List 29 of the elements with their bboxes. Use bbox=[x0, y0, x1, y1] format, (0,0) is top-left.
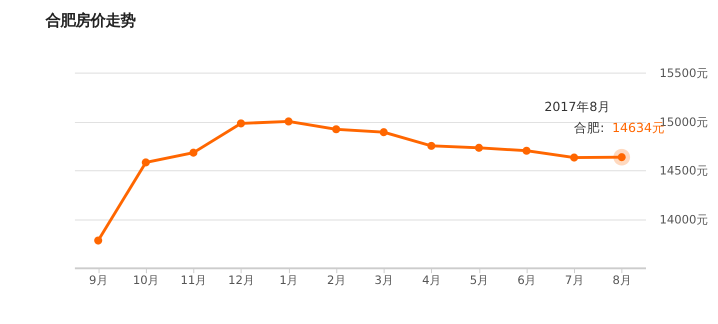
chart-title: 合肥房价走势 bbox=[44, 11, 136, 30]
x-tick-label: 9月 bbox=[89, 272, 108, 287]
annotation: 2017年8月 bbox=[544, 98, 610, 114]
x-tick-label: 7月 bbox=[564, 272, 584, 287]
point bbox=[332, 125, 340, 134]
x-tick-label: 8月 bbox=[612, 272, 632, 287]
x-tick-label: 10月 bbox=[132, 272, 160, 287]
x-tick-label: 4月 bbox=[422, 272, 442, 287]
y-tick-label: 15500元 bbox=[660, 66, 708, 80]
y-tick-label: 14500元 bbox=[660, 164, 708, 178]
point bbox=[427, 142, 436, 150]
point bbox=[189, 148, 198, 157]
point bbox=[236, 119, 246, 128]
x-tick-label: 1月 bbox=[279, 272, 299, 287]
x-tick-label: 5月 bbox=[470, 272, 490, 287]
point bbox=[522, 146, 531, 155]
x-tick-label: 6月 bbox=[517, 272, 537, 287]
point bbox=[94, 236, 102, 245]
x-tick-label: 2月 bbox=[326, 272, 346, 287]
point bbox=[284, 117, 293, 126]
series-label: 合肥: bbox=[574, 120, 604, 136]
point bbox=[380, 128, 388, 136]
x-tick-label: 11月 bbox=[180, 272, 208, 287]
point bbox=[474, 144, 483, 152]
x-tick-label: 12月 bbox=[228, 272, 255, 287]
y-tick-label: 14000元 bbox=[660, 212, 708, 226]
x-tick-label: 3月 bbox=[374, 272, 394, 287]
point bbox=[142, 158, 150, 166]
point bbox=[570, 154, 578, 162]
